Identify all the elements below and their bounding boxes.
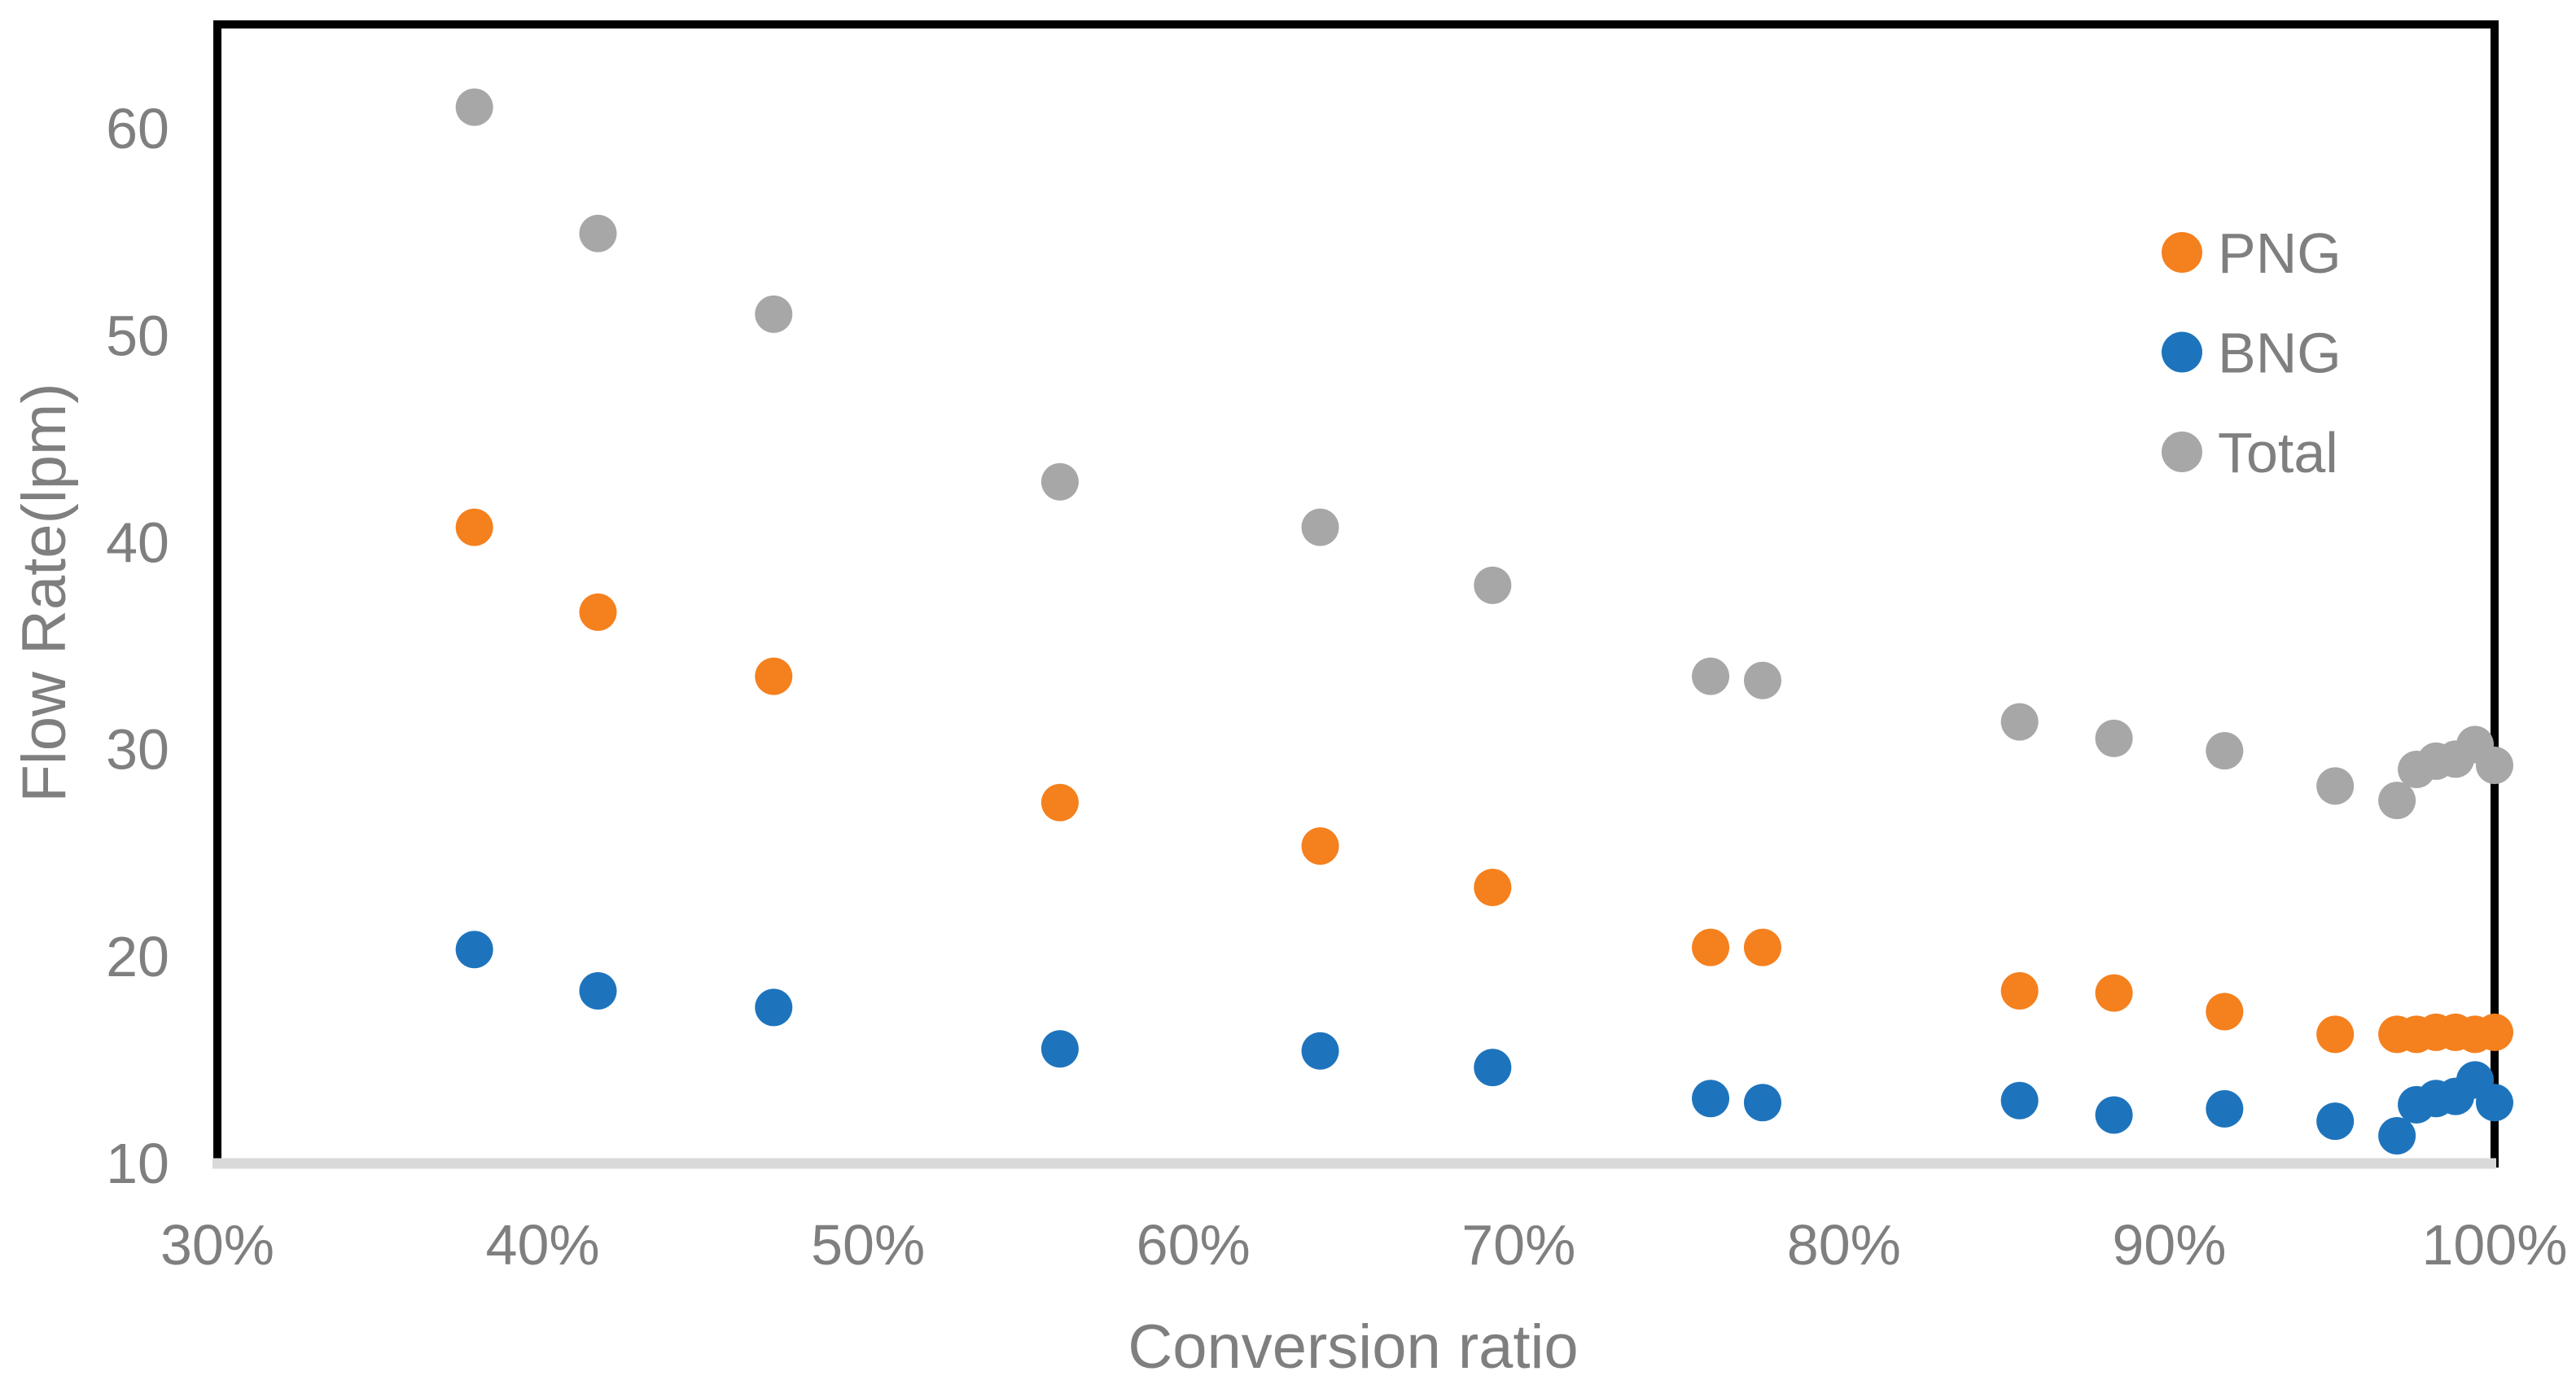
data-point-bng	[455, 931, 493, 969]
x-tick-label: 90%	[2112, 1213, 2226, 1277]
data-point-bng	[2378, 1116, 2416, 1155]
data-point-bng	[1474, 1049, 1512, 1087]
data-point-png	[2316, 1015, 2355, 1054]
data-point-total	[2095, 719, 2133, 757]
legend-label-bng: BNG	[2218, 322, 2342, 385]
series-layer	[455, 88, 2513, 1155]
y-tick-label: 10	[106, 1132, 169, 1195]
y-tick-labels: 10 20 30 40 50 60	[106, 97, 169, 1195]
y-axis-title: Flow Rate(lpm)	[10, 383, 79, 802]
x-tick-label: 70%	[1461, 1213, 1575, 1277]
data-point-bng	[1743, 1084, 1781, 1122]
data-point-png	[2476, 1013, 2513, 1051]
data-point-total	[2000, 703, 2039, 741]
x-tick-label: 60%	[1137, 1213, 1251, 1277]
data-point-png	[455, 508, 493, 546]
legend-label-total: Total	[2218, 421, 2338, 484]
y-tick-label: 60	[106, 97, 169, 160]
series-bng	[455, 931, 2513, 1155]
data-point-total	[2206, 732, 2244, 770]
data-point-total	[2476, 746, 2513, 784]
data-point-bng	[579, 972, 617, 1010]
data-point-total	[579, 214, 617, 252]
data-point-bng	[2476, 1084, 2513, 1122]
data-point-total	[755, 295, 793, 333]
data-point-png	[1474, 868, 1512, 906]
x-tick-label: 80%	[1787, 1213, 1901, 1277]
data-point-png	[2206, 992, 2244, 1031]
plot-border	[213, 20, 2499, 1168]
data-point-total	[455, 88, 493, 126]
data-point-png	[1692, 928, 1730, 966]
x-tick-labels: 30% 40% 50% 60% 70% 80% 90% 100%	[160, 1213, 2568, 1277]
data-point-total	[1301, 508, 1339, 546]
x-tick-label: 40%	[486, 1213, 600, 1277]
data-point-png	[2000, 972, 2039, 1010]
data-point-png	[1040, 783, 1079, 822]
legend: PNG BNG Total	[2162, 221, 2342, 484]
legend-marker-bng-icon	[2162, 331, 2202, 373]
data-point-bng	[2000, 1081, 2039, 1120]
data-point-total	[1743, 661, 1781, 699]
data-point-png	[1301, 827, 1339, 865]
data-point-total	[1474, 566, 1512, 604]
legend-label-png: PNG	[2218, 221, 2342, 285]
x-tick-label: 50%	[811, 1213, 925, 1277]
data-point-bng	[2095, 1096, 2133, 1134]
data-point-total	[1692, 657, 1730, 695]
y-tick-label: 40	[106, 510, 169, 574]
data-point-png	[755, 657, 793, 695]
y-tick-label: 30	[106, 718, 169, 782]
data-point-total	[2316, 767, 2355, 805]
series-png	[455, 508, 2513, 1054]
x-tick-label: 30%	[160, 1213, 274, 1277]
x-axis-title: Conversion ratio	[1128, 1312, 1578, 1382]
data-point-bng	[1040, 1030, 1079, 1068]
data-point-total	[1040, 462, 1079, 501]
legend-marker-total-icon	[2162, 432, 2202, 472]
data-point-total	[2378, 782, 2416, 820]
data-point-bng	[2316, 1102, 2355, 1141]
y-tick-label: 20	[106, 925, 169, 988]
data-point-png	[579, 593, 617, 631]
y-tick-label: 50	[106, 304, 169, 367]
data-point-bng	[755, 988, 793, 1027]
data-point-bng	[2206, 1089, 2244, 1128]
data-point-bng	[1301, 1032, 1339, 1070]
x-tick-label: 100%	[2421, 1213, 2567, 1277]
series-total	[455, 88, 2513, 820]
data-point-png	[1743, 928, 1781, 966]
data-point-bng	[1692, 1080, 1730, 1118]
legend-marker-png-icon	[2162, 232, 2202, 273]
data-point-png	[2095, 974, 2133, 1012]
